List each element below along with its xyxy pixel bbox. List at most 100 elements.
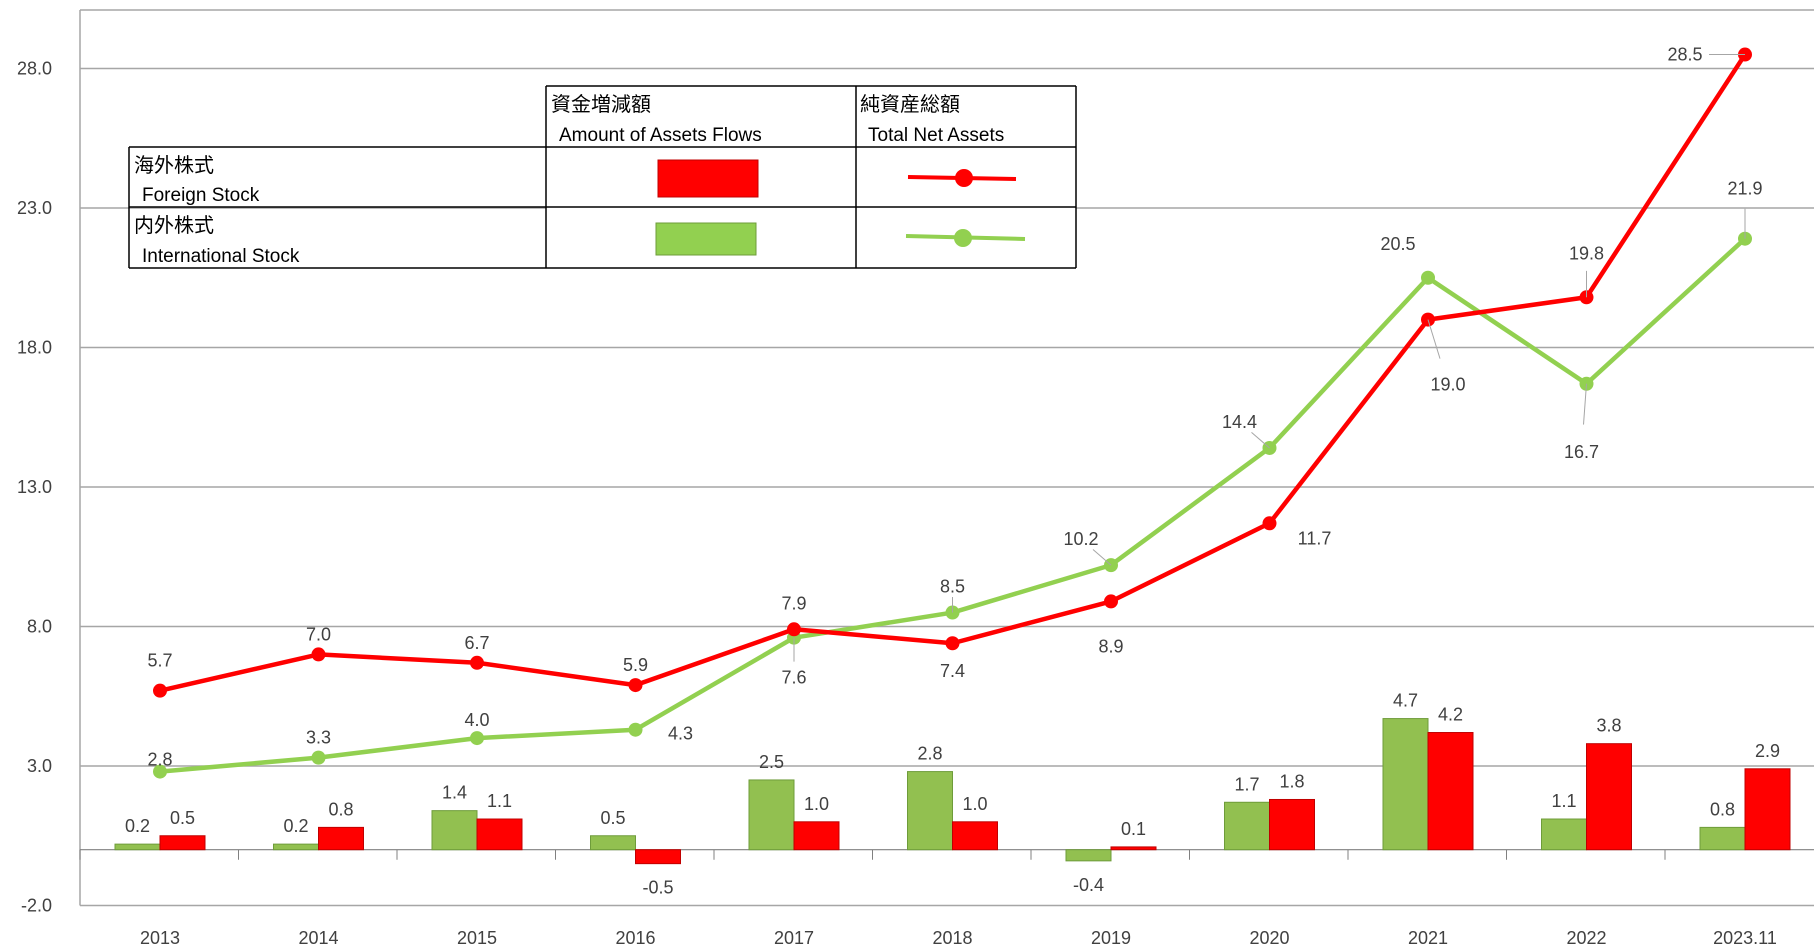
x-tick-label: 2019 [1091, 928, 1131, 948]
legend-swatch-intl-flows [655, 222, 757, 256]
line-data-label: 8.5 [940, 577, 965, 597]
line-data-label: 7.9 [781, 593, 806, 613]
bar [1110, 846, 1157, 851]
line-data-label: 19.8 [1569, 243, 1604, 263]
line-data-label: 8.9 [1098, 636, 1123, 656]
bar-data-label: 0.2 [283, 816, 308, 836]
label-leader-line [1251, 431, 1270, 449]
bars [114, 718, 1791, 865]
line-data-label: 16.7 [1564, 442, 1599, 462]
line-point [787, 622, 801, 637]
line-point [311, 750, 326, 765]
y-tick-label: 13.0 [17, 477, 52, 497]
line-data-label: 19.0 [1430, 375, 1465, 395]
bar [1427, 732, 1474, 851]
grid-lines [80, 9, 1814, 907]
label-leader-line [1583, 383, 1587, 425]
x-tick-label: 2022 [1566, 928, 1606, 948]
bar-data-label: 0.8 [328, 799, 353, 819]
bar-data-label: 2.9 [1755, 741, 1780, 761]
line-point [1104, 594, 1118, 609]
line-data-label: 14.4 [1222, 412, 1257, 432]
line-data-label: 10.2 [1063, 529, 1098, 549]
legend-marker-intl [954, 229, 972, 247]
y-tick-label: 18.0 [17, 338, 52, 358]
bar-data-label: 1.0 [962, 794, 987, 814]
line-data-label: 11.7 [1298, 528, 1332, 548]
legend-col-flows-jp: 資金増減額 [551, 93, 651, 116]
bar-data-label: 2.8 [917, 744, 942, 764]
line-series [159, 237, 1747, 774]
bar [1269, 798, 1315, 851]
bar-data-label: 0.1 [1121, 819, 1146, 839]
legend-col-assets-en: Total Net Assets [868, 125, 1004, 146]
bar [431, 810, 478, 851]
y-tick-label: 3.0 [27, 756, 52, 776]
legend-col-flows-en: Amount of Assets Flows [559, 125, 762, 146]
line-data-label: 4.0 [464, 710, 489, 730]
line-point [470, 731, 484, 746]
line-point [311, 647, 326, 662]
x-tick-label: 2023.11 [1713, 928, 1777, 948]
bar [907, 771, 953, 851]
line-data-label: 7.4 [940, 661, 965, 681]
line-data-label: 21.9 [1727, 179, 1762, 199]
x-tick-label: 2015 [457, 928, 497, 948]
legend-swatch-foreign-flows [657, 159, 759, 198]
bar-data-label: 4.7 [1393, 691, 1418, 711]
label-leader-line [1427, 319, 1441, 359]
line-point [628, 722, 643, 737]
bar-data-label: 1.8 [1279, 771, 1304, 791]
x-tick-label: 2020 [1249, 928, 1289, 948]
line-data-label: 3.3 [306, 728, 331, 748]
bar [159, 835, 206, 851]
x-tick-label: 2017 [774, 928, 814, 948]
bar [1744, 768, 1791, 851]
legend-row-intl-jp: 内外株式 [134, 214, 214, 237]
line-data-label: 5.9 [623, 655, 648, 675]
bar [1541, 818, 1587, 851]
bar [273, 843, 319, 851]
bar-data-label: -0.4 [1073, 875, 1104, 895]
bar [1586, 743, 1632, 851]
bar [1065, 849, 1112, 862]
line-point [628, 678, 643, 693]
bar-data-label: 0.8 [1710, 799, 1735, 819]
legend-row-foreign-jp: 海外株式 [134, 154, 214, 177]
bar [635, 849, 681, 865]
line-data-label: 7.0 [306, 624, 331, 644]
bar-data-label: 0.5 [170, 808, 195, 828]
line-data-label: 20.5 [1380, 234, 1415, 254]
line-data-label: 7.6 [781, 668, 806, 688]
bar-data-label: 2.5 [759, 752, 784, 772]
label-leader-line [1092, 549, 1112, 566]
bar-data-label: 0.2 [125, 816, 150, 836]
bar-data-label: 1.0 [804, 794, 829, 814]
line-data-label: 2.8 [147, 750, 172, 770]
bar-data-label: 4.2 [1438, 705, 1463, 725]
data-labels: 0.2 0.2 1.4 0.5 2.5 2.8 -0.4 1.7 4.7 1.1 0.8 0.5 0.8… [125, 45, 1780, 898]
bar-data-label: 0.5 [600, 808, 625, 828]
bar [590, 835, 636, 851]
line-point [153, 683, 167, 698]
line-point [1262, 516, 1277, 531]
line-data-label: 28.5 [1667, 45, 1702, 65]
legend-row-foreign-en: Foreign Stock [142, 185, 260, 206]
x-tick-label: 2013 [140, 928, 180, 948]
x-tick-label: 2014 [298, 928, 338, 948]
x-tick-label: 2016 [615, 928, 655, 948]
y-tick-label: 23.0 [17, 198, 52, 218]
bar [1224, 801, 1270, 851]
bar-data-label: 1.4 [442, 783, 467, 803]
bar [318, 826, 364, 851]
line-point [470, 655, 484, 670]
axes: 28.0 23.0 18.0 13.0 8.0 3.0 -2.0 2013 2014 2015 20… [17, 10, 1814, 948]
legend-table: 資金増減額 Amount of Assets Flows 純資産総額 Total… [128, 85, 1077, 269]
bar [114, 843, 161, 851]
x-tick-label: 2018 [932, 928, 972, 948]
line-data-label: 4.3 [668, 724, 693, 744]
y-tick-label: 8.0 [27, 617, 52, 637]
line-point [945, 636, 960, 651]
bar-data-label: 1.1 [487, 791, 512, 811]
